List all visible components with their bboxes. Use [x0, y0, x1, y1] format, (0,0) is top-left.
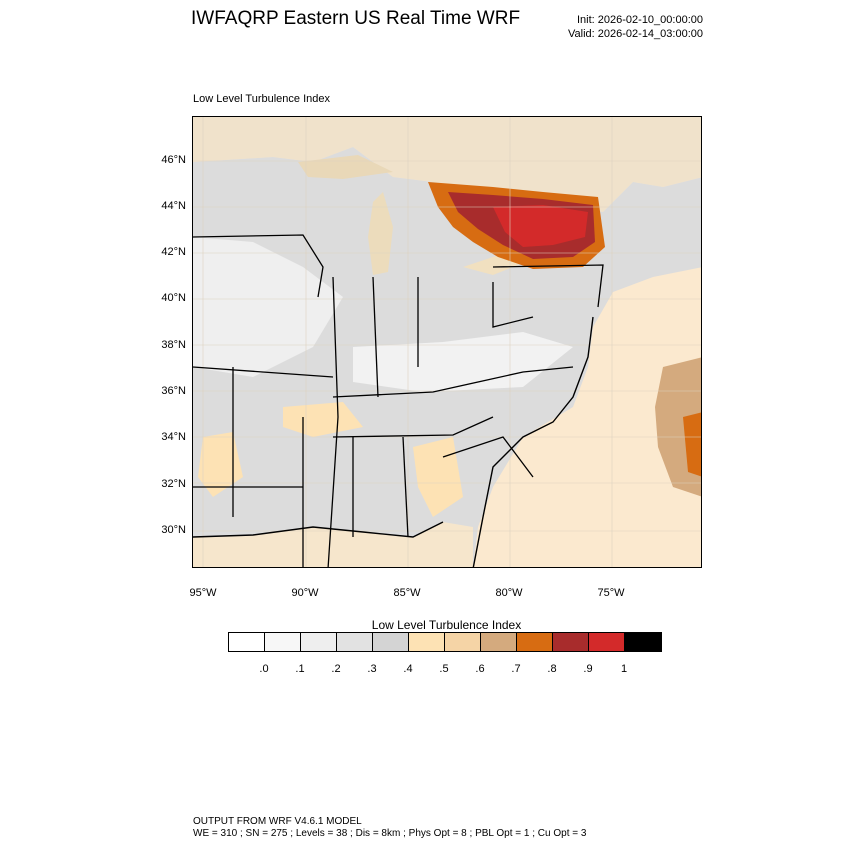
- lat-tick-40: 40°N: [161, 292, 186, 304]
- colorbar-swatch: [337, 633, 373, 651]
- field-label: Low Level Turbulence Index: [193, 93, 330, 105]
- lon-tick-75: 75°W: [597, 587, 625, 599]
- model-version: OUTPUT FROM WRF V4.6.1 MODEL: [193, 816, 362, 827]
- init-valid-times: Init: 2026-02-10_00:00:00 Valid: 2026-02…: [568, 13, 703, 41]
- atlantic-orange-zone: [683, 412, 701, 477]
- lon-tick-95: 95°W: [189, 587, 217, 599]
- gulf-coastline: [193, 521, 444, 538]
- colorbar-label: .3: [367, 663, 377, 675]
- valid-time: Valid: 2026-02-14_03:00:00: [568, 28, 703, 40]
- lon-tick-90: 90°W: [291, 587, 319, 599]
- colorbar-label: .9: [583, 663, 593, 675]
- colorbar-swatch: [517, 633, 553, 651]
- lat-tick-30: 30°N: [161, 524, 186, 536]
- lon-tick-85: 85°W: [393, 587, 421, 599]
- turbulence-red-zone: [493, 205, 588, 247]
- plains-light-area: [193, 237, 343, 377]
- lat-tick-34: 34°N: [161, 431, 186, 443]
- colorbar-label: .8: [547, 663, 557, 675]
- colorbar-swatch: [481, 633, 517, 651]
- colorbar-label: .5: [439, 663, 449, 675]
- state-borders: [193, 234, 604, 567]
- colorbar-swatch: [409, 633, 445, 651]
- colorbar-swatch: [373, 633, 409, 651]
- colorbar-swatch: [589, 633, 625, 651]
- colorbar-label: .7: [511, 663, 521, 675]
- model-info-footer: OUTPUT FROM WRF V4.6.1 MODEL WE = 310 ; …: [193, 816, 586, 840]
- colorbar-swatch: [301, 633, 337, 651]
- colorbar-swatch: [229, 633, 265, 651]
- colorbar-label: .2: [331, 663, 341, 675]
- lat-tick-46: 46°N: [161, 154, 186, 166]
- canada-land: [193, 117, 701, 212]
- south-tan-patch-1: [198, 432, 243, 497]
- model-config: WE = 310 ; SN = 275 ; Levels = 38 ; Dis …: [193, 828, 587, 839]
- lat-tick-36: 36°N: [161, 385, 186, 397]
- lat-tick-32: 32°N: [161, 478, 186, 490]
- lake-michigan: [368, 192, 393, 275]
- colorbar-swatch: [553, 633, 589, 651]
- colorbar-swatch: [265, 633, 301, 651]
- colorbar-title: Low Level Turbulence Index: [371, 618, 522, 632]
- colorbar-label: .1: [295, 663, 305, 675]
- init-time: Init: 2026-02-10_00:00:00: [577, 14, 703, 26]
- colorbar-swatch: [445, 633, 481, 651]
- map-graphic: [193, 117, 701, 567]
- colorbar-label: .6: [475, 663, 485, 675]
- atlantic-coastline: [472, 316, 594, 567]
- map-title: IWFAQRP Eastern US Real Time WRF: [191, 8, 521, 29]
- south-tan-patch-3: [413, 437, 463, 517]
- colorbar: [228, 632, 662, 652]
- gulf-of-mexico: [193, 522, 473, 567]
- lat-tick-44: 44°N: [161, 200, 186, 212]
- lat-tick-38: 38°N: [161, 339, 186, 351]
- colorbar-label: .4: [403, 663, 413, 675]
- colorbar-label: 1: [620, 663, 628, 675]
- lat-tick-42: 42°N: [161, 246, 186, 258]
- colorbar-label: .0: [259, 663, 269, 675]
- colorbar-swatch: [625, 633, 661, 651]
- lon-tick-80: 80°W: [495, 587, 523, 599]
- turbulence-map: [192, 116, 702, 568]
- graticule: [193, 117, 701, 567]
